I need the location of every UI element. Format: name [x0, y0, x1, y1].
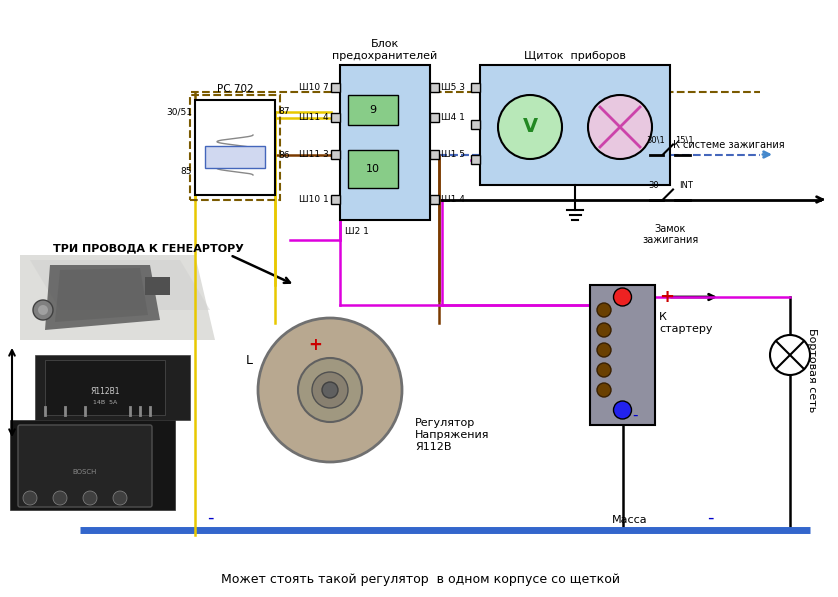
Text: ТРИ ПРОВОДА К ГЕНЕАРТОРУ: ТРИ ПРОВОДА К ГЕНЕАРТОРУ	[53, 243, 243, 253]
Circle shape	[298, 358, 362, 422]
FancyBboxPatch shape	[430, 113, 439, 122]
Text: 30\1: 30\1	[647, 136, 665, 144]
FancyBboxPatch shape	[18, 425, 152, 507]
FancyBboxPatch shape	[590, 285, 655, 425]
Text: -: -	[207, 509, 213, 527]
Circle shape	[597, 303, 611, 317]
FancyBboxPatch shape	[205, 146, 265, 168]
Text: -: -	[706, 509, 713, 527]
Text: Ш10 7: Ш10 7	[299, 83, 329, 92]
Text: 9: 9	[370, 105, 376, 115]
Polygon shape	[30, 260, 210, 310]
Text: 86: 86	[278, 150, 289, 159]
Text: К системе зажигания: К системе зажигания	[673, 140, 784, 150]
Text: Масса: Масса	[613, 515, 648, 525]
Circle shape	[322, 382, 338, 398]
Circle shape	[588, 95, 652, 159]
Text: Бортовая сеть: Бортовая сеть	[807, 328, 817, 412]
Circle shape	[597, 363, 611, 377]
Circle shape	[770, 335, 810, 375]
Text: Ш10 1: Ш10 1	[299, 195, 329, 204]
Circle shape	[498, 95, 562, 159]
FancyBboxPatch shape	[331, 113, 340, 122]
Polygon shape	[55, 268, 148, 322]
Text: V: V	[522, 118, 537, 137]
Circle shape	[613, 401, 632, 419]
FancyBboxPatch shape	[195, 100, 275, 195]
FancyBboxPatch shape	[348, 150, 398, 188]
Text: 30/51: 30/51	[166, 107, 192, 116]
FancyBboxPatch shape	[430, 83, 439, 92]
Circle shape	[53, 491, 67, 505]
Text: 15\1: 15\1	[675, 136, 693, 144]
FancyBboxPatch shape	[331, 150, 340, 159]
Text: 85: 85	[180, 168, 192, 177]
Circle shape	[597, 383, 611, 397]
Text: К
стартеру: К стартеру	[659, 312, 712, 334]
Text: 30: 30	[649, 180, 660, 189]
Text: Ш2 1: Ш2 1	[345, 227, 369, 236]
FancyBboxPatch shape	[331, 83, 340, 92]
Text: 87: 87	[278, 107, 289, 116]
FancyBboxPatch shape	[331, 195, 340, 204]
FancyBboxPatch shape	[471, 83, 480, 92]
Polygon shape	[20, 255, 215, 340]
Text: -: -	[633, 408, 638, 423]
Circle shape	[33, 300, 53, 320]
Circle shape	[597, 343, 611, 357]
Circle shape	[113, 491, 127, 505]
FancyBboxPatch shape	[35, 355, 190, 420]
Text: +: +	[659, 288, 674, 306]
Text: 10: 10	[366, 164, 380, 174]
Polygon shape	[45, 265, 160, 330]
Circle shape	[23, 491, 37, 505]
Circle shape	[312, 372, 348, 408]
Text: Ш11 3: Ш11 3	[299, 150, 329, 159]
FancyBboxPatch shape	[340, 65, 430, 220]
Text: Щиток  приборов: Щиток приборов	[524, 51, 626, 61]
FancyBboxPatch shape	[471, 155, 480, 164]
Text: Может стоять такой регулятор  в одном корпусе со щеткой: Может стоять такой регулятор в одном кор…	[220, 574, 619, 586]
Text: +: +	[308, 336, 322, 354]
FancyBboxPatch shape	[480, 65, 670, 185]
FancyBboxPatch shape	[145, 277, 170, 295]
FancyBboxPatch shape	[348, 95, 398, 125]
FancyBboxPatch shape	[45, 360, 165, 415]
FancyBboxPatch shape	[471, 120, 480, 129]
Text: Ш1 5: Ш1 5	[441, 150, 465, 159]
FancyBboxPatch shape	[10, 420, 175, 510]
Text: Блок
предохранителей: Блок предохранителей	[333, 39, 437, 61]
Text: Ш11 4: Ш11 4	[299, 113, 329, 122]
Text: BOSCH: BOSCH	[73, 469, 97, 475]
Text: Ш4 1: Ш4 1	[441, 113, 465, 122]
FancyBboxPatch shape	[430, 150, 439, 159]
Text: Замок
зажигания: Замок зажигания	[642, 223, 698, 245]
Circle shape	[38, 305, 48, 315]
Circle shape	[613, 288, 632, 306]
Text: 14В  5А: 14В 5А	[93, 401, 117, 405]
Circle shape	[258, 318, 402, 462]
Text: Ш5 3: Ш5 3	[441, 83, 465, 92]
Text: Регулятор
Напряжения
Я112В: Регулятор Напряжения Я112В	[415, 418, 489, 451]
Text: INT: INT	[679, 180, 693, 189]
Circle shape	[597, 323, 611, 337]
FancyBboxPatch shape	[430, 195, 439, 204]
Text: L: L	[246, 353, 253, 367]
Text: РС 702: РС 702	[217, 84, 253, 94]
Circle shape	[83, 491, 97, 505]
Text: Я112В1: Я112В1	[91, 387, 120, 396]
Text: Ш1 4: Ш1 4	[441, 195, 465, 204]
